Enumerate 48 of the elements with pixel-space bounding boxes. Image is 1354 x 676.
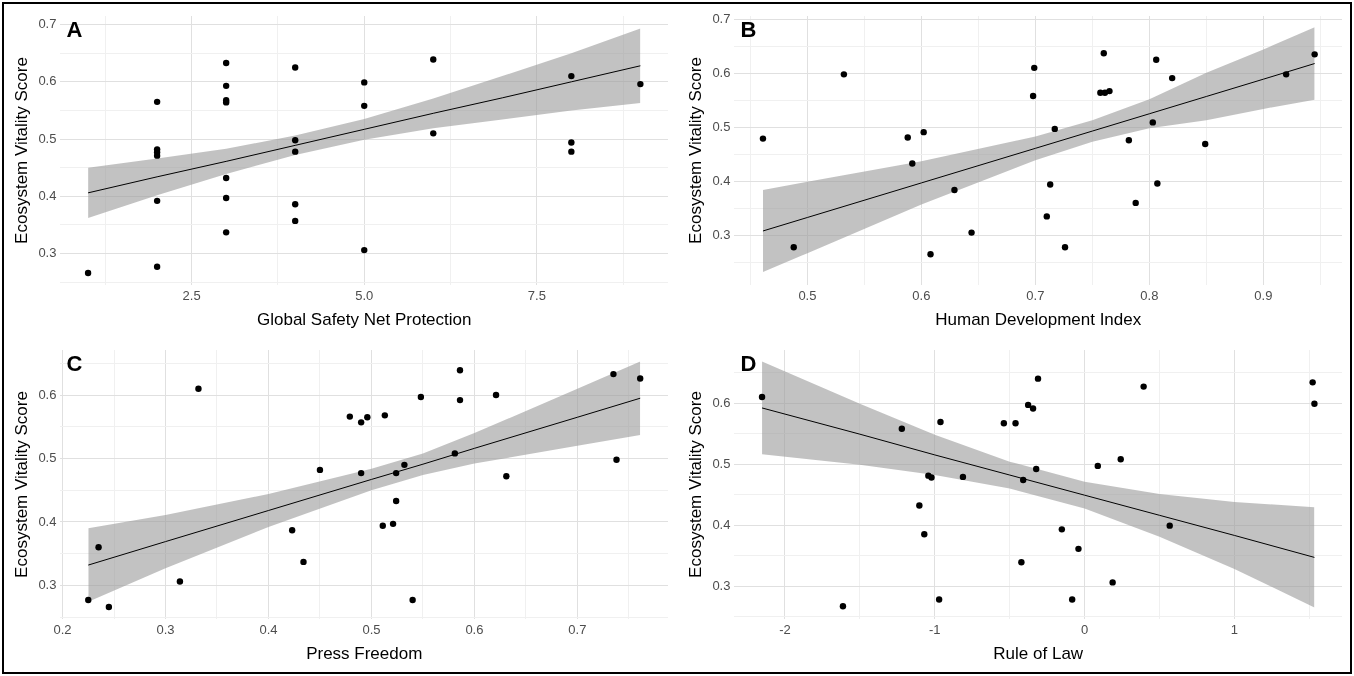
x-tick-label: 0.3 [156,622,175,638]
x-tick-label: -2 [779,622,791,638]
x-tick-label: 1 [1230,622,1239,638]
y-tick-label: 0.6 [712,65,731,81]
x-axis-title: Human Development Index [935,310,1142,330]
x-tick-label: 2.5 [182,288,201,304]
chart-title: C [66,351,83,377]
x-tick-label: 0 [1080,622,1089,638]
x-tick-label: 0.4 [259,622,278,638]
x-tick-label: 0.6 [912,288,931,304]
y-tick-label: 0.5 [38,130,57,146]
y-axis-title: Ecosystem Vitality Score [685,57,705,244]
y-tick-label: 0.3 [38,245,57,261]
x-tick-label: 0.8 [1140,288,1159,304]
y-tick-label: 0.6 [38,73,57,89]
x-tick-label: 0.7 [1026,288,1045,304]
y-tick-label: 0.7 [38,16,57,32]
x-axis-title: Rule of Law [993,644,1084,664]
y-tick-label: 0.6 [712,394,731,410]
y-axis-title: Ecosystem Vitality Score [685,391,705,578]
y-tick-label: 0.5 [712,455,731,471]
y-tick-label: 0.4 [712,516,731,532]
x-tick-label: 0.5 [798,288,817,304]
y-tick-label: 0.3 [712,577,731,593]
y-tick-label: 0.7 [712,11,731,27]
x-tick-label: 5.0 [355,288,374,304]
x-tick-label: 0.5 [362,622,381,638]
chart-title: D [740,351,757,377]
y-tick-label: 0.5 [38,450,57,466]
x-tick-label: 0.6 [465,622,484,638]
y-tick-label: 0.4 [38,187,57,203]
y-tick-label: 0.4 [712,173,731,189]
x-axis-title: Global Safety Net Protection [256,310,472,330]
y-tick-label: 0.3 [38,576,57,592]
y-tick-label: 0.6 [38,386,57,402]
y-axis-title: Ecosystem Vitality Score [11,391,31,578]
x-tick-label: 0.7 [568,622,587,638]
chart-title: B [740,17,757,43]
x-tick-label: -1 [929,622,941,638]
y-axis-title: Ecosystem Vitality Score [11,57,31,244]
y-tick-label: 0.5 [712,119,731,135]
chart-title: A [66,17,83,43]
y-tick-label: 0.3 [712,227,731,243]
x-tick-label: 0.9 [1254,288,1273,304]
x-tick-label: 0.2 [53,622,72,638]
x-axis-title: Press Freedom [306,644,423,664]
x-tick-label: 7.5 [527,288,546,304]
y-tick-label: 0.4 [38,513,57,529]
